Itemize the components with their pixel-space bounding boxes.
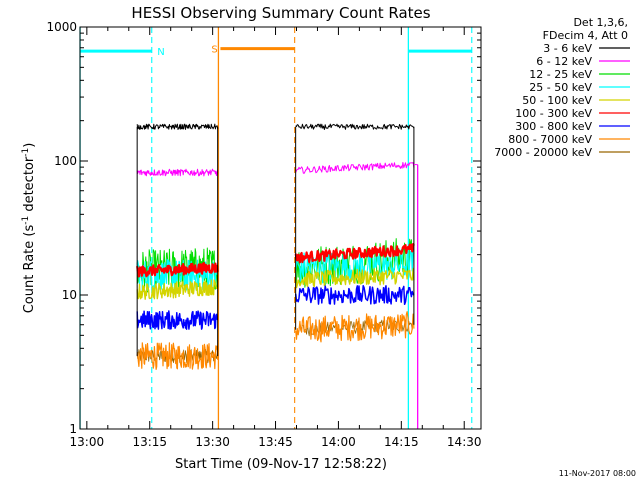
series-line: [295, 311, 415, 343]
saa-label: S: [211, 45, 217, 56]
chart-title: HESSI Observing Summary Count Rates: [131, 4, 430, 22]
x-tick-label: 13:30: [195, 435, 230, 449]
legend-header-1: Det 1,3,6,: [573, 16, 628, 29]
y-axis-label: Count Rate (s-1 detector-1): [21, 143, 37, 314]
x-tick-label: 13:00: [70, 435, 105, 449]
series-line: [136, 342, 219, 370]
series-line: [295, 268, 415, 289]
series-line: [136, 258, 219, 292]
legend-label: 100 - 300 keV: [515, 107, 592, 120]
plot-frame: [79, 26, 482, 430]
footer-date: 11-Nov-2017 08:00: [559, 469, 636, 478]
x-tick-label: 13:45: [258, 435, 293, 449]
series-line: [294, 284, 415, 306]
night-label: N: [157, 47, 164, 58]
series-line: [136, 310, 218, 330]
legend-label: 12 - 25 keV: [529, 68, 592, 81]
series-line: [294, 243, 415, 264]
y-tick-label: 1000: [46, 20, 77, 34]
series-line: [295, 162, 415, 174]
y-tick-label: 100: [54, 154, 77, 168]
series-line: [136, 123, 219, 130]
series-line: [136, 262, 219, 278]
legend-header-2: FDecim 4, Att 0: [543, 29, 628, 42]
legend-label: 300 - 800 keV: [515, 120, 592, 133]
series-line: [136, 168, 219, 177]
legend-label: 25 - 50 keV: [529, 81, 592, 94]
y-tick-label: 10: [62, 288, 77, 302]
legend-label: 50 - 100 keV: [522, 94, 592, 107]
x-tick-label: 14:30: [447, 435, 482, 449]
y-tick-label: 1: [69, 422, 77, 436]
legend-label: 6 - 12 keV: [536, 55, 592, 68]
legend-label: 3 - 6 keV: [543, 42, 592, 55]
series-line: [295, 123, 415, 130]
series-line: [136, 279, 218, 300]
x-axis-label: Start Time (09-Nov-17 12:58:22): [175, 457, 387, 472]
x-tick-label: 13:15: [132, 435, 167, 449]
legend-label: 800 - 7000 keV: [508, 133, 592, 146]
x-tick-label: 14:15: [384, 435, 419, 449]
x-tick-label: 14:00: [321, 435, 356, 449]
legend-label: 7000 - 20000 keV: [494, 146, 592, 159]
